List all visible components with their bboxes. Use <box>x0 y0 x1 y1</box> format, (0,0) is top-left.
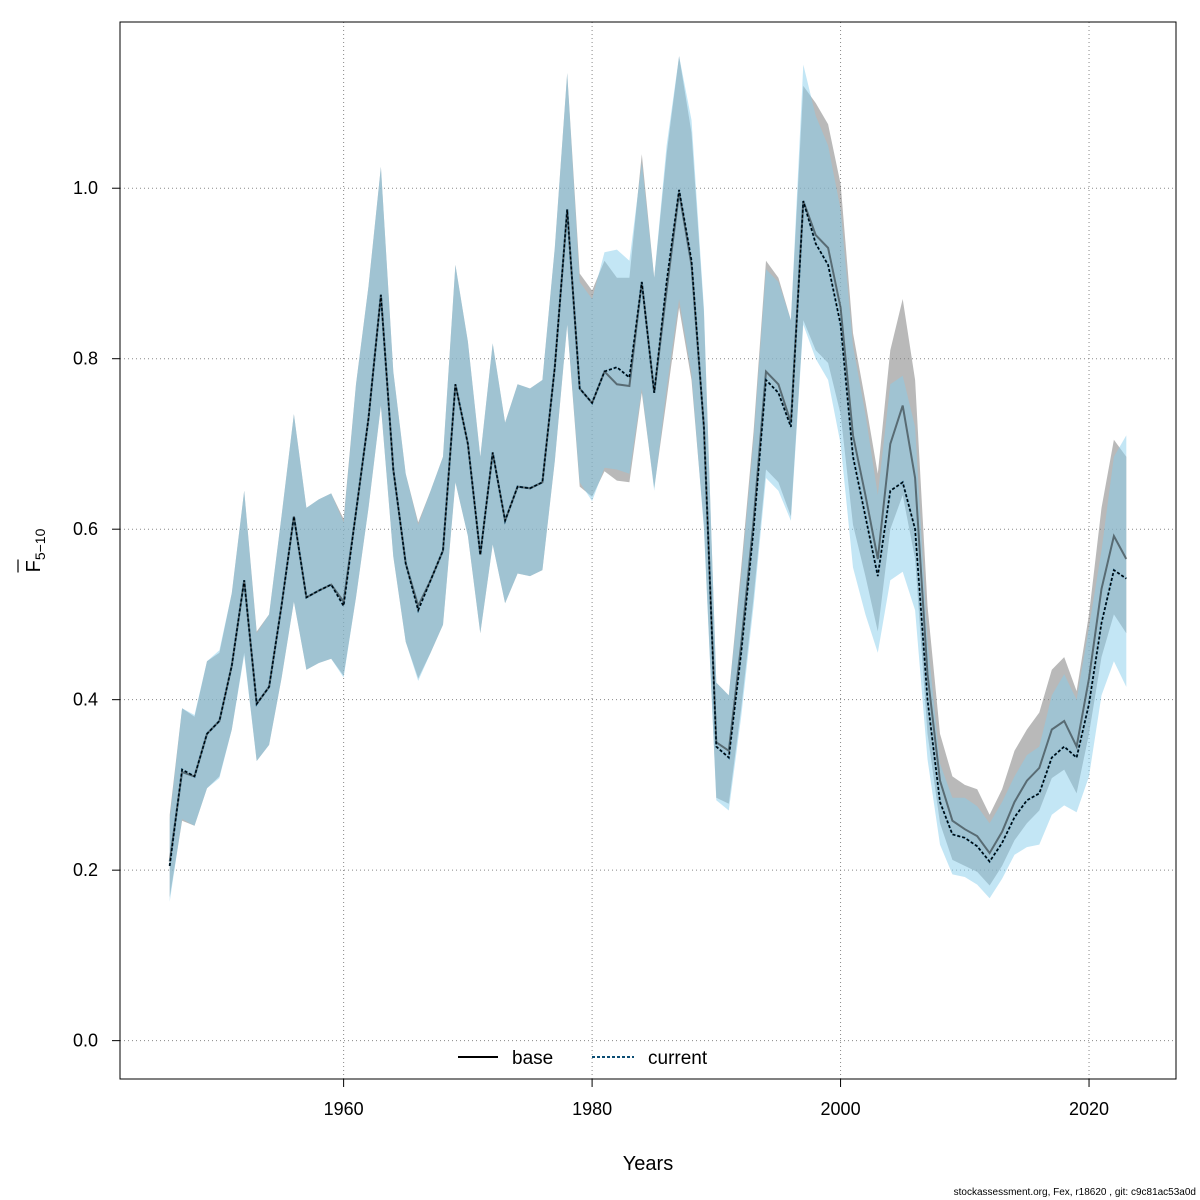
confidence-bands <box>169 56 1127 902</box>
series-lines <box>168 189 1128 867</box>
x-tick-label: 1980 <box>572 1099 612 1119</box>
y-axis-label-main: F <box>23 560 45 572</box>
y-tick-label: 0.8 <box>73 349 98 369</box>
svg-text:F5−10: F5−10 <box>23 528 48 572</box>
x-axis-label: Years <box>623 1153 673 1175</box>
x-tick-label: 1960 <box>324 1099 364 1119</box>
legend-label-base: base <box>512 1048 553 1069</box>
y-axis-label: F5−10 <box>17 528 48 573</box>
y-tick-label: 0.4 <box>73 690 98 710</box>
y-tick-label: 0.0 <box>73 1031 98 1051</box>
y-axis-label-sub: 5−10 <box>32 528 48 560</box>
y-tick-label: 0.2 <box>73 860 98 880</box>
x-axis: 1960 1980 2000 2020 <box>324 1079 1109 1119</box>
y-axis: 0.0 0.2 0.4 0.6 0.8 1.0 <box>73 178 120 1051</box>
x-tick-label: 2000 <box>821 1099 861 1119</box>
current-confidence-band <box>169 56 1127 902</box>
footer-credit: stockassessment.org, Fex, r18620 , git: … <box>953 1187 1196 1198</box>
y-tick-label: 0.6 <box>73 519 98 539</box>
y-tick-label: 1.0 <box>73 178 98 198</box>
current-line-dots <box>169 189 1127 866</box>
base-confidence-band <box>169 56 1127 898</box>
legend-label-current: current <box>648 1048 708 1069</box>
plot-frame <box>119 21 1177 1080</box>
x-tick-label: 2020 <box>1069 1099 1109 1119</box>
legend: base current <box>458 1048 708 1069</box>
